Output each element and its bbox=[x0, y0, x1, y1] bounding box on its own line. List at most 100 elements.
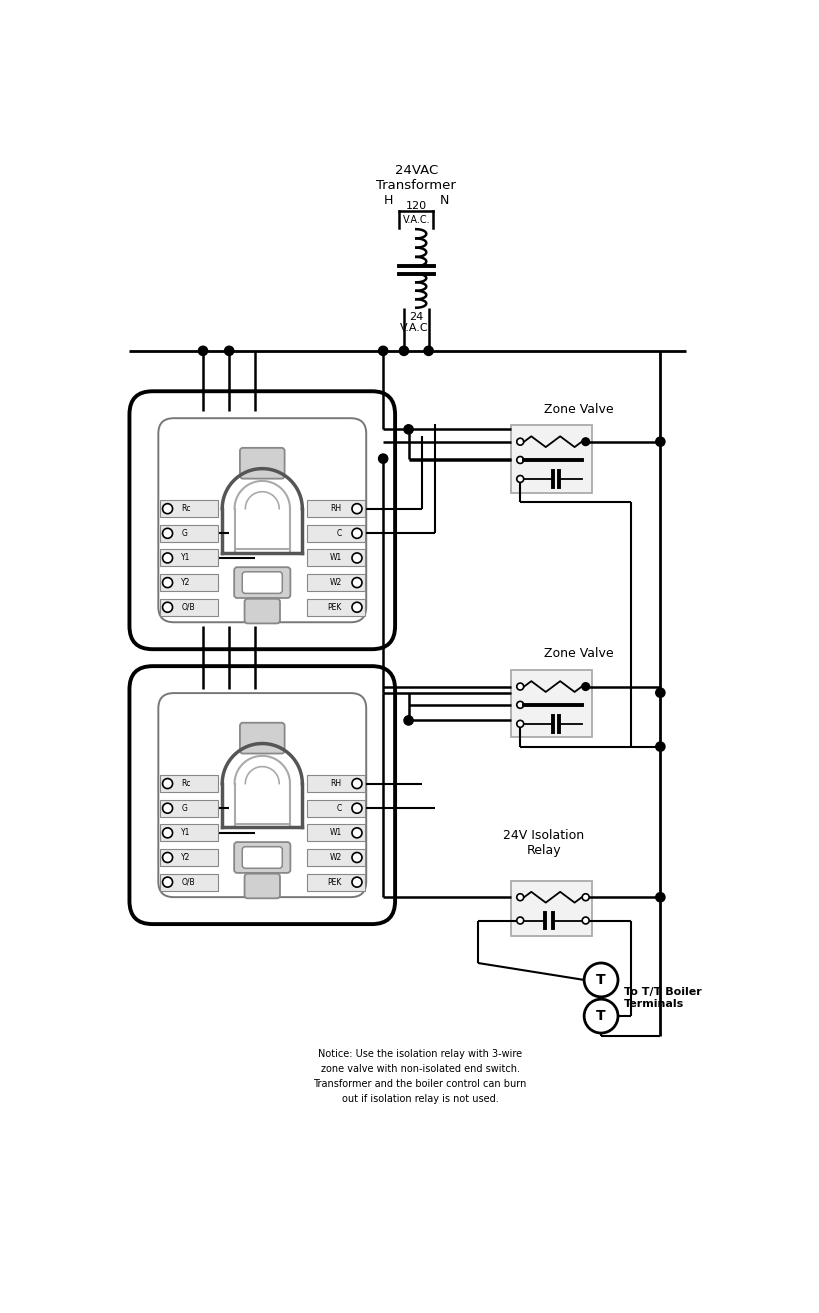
Circle shape bbox=[162, 779, 173, 789]
Bar bbox=[307, 525, 364, 542]
Text: To T/T Boiler
Terminals: To T/T Boiler Terminals bbox=[624, 987, 702, 1008]
Circle shape bbox=[517, 894, 523, 901]
FancyBboxPatch shape bbox=[245, 599, 280, 624]
Bar bbox=[307, 500, 364, 517]
Circle shape bbox=[581, 683, 590, 691]
Circle shape bbox=[517, 683, 523, 691]
Text: G: G bbox=[182, 529, 188, 538]
Text: N: N bbox=[439, 194, 449, 207]
Circle shape bbox=[352, 852, 362, 863]
Circle shape bbox=[162, 852, 173, 863]
Circle shape bbox=[162, 528, 173, 538]
FancyBboxPatch shape bbox=[240, 448, 285, 479]
Text: W1: W1 bbox=[329, 829, 342, 838]
FancyBboxPatch shape bbox=[242, 572, 283, 593]
Text: Y2: Y2 bbox=[182, 578, 191, 587]
Circle shape bbox=[198, 347, 207, 356]
Circle shape bbox=[352, 779, 362, 789]
Circle shape bbox=[581, 437, 590, 445]
Bar bbox=[160, 850, 218, 867]
Circle shape bbox=[352, 553, 362, 563]
Circle shape bbox=[656, 688, 665, 697]
Bar bbox=[307, 599, 364, 616]
Circle shape bbox=[517, 701, 523, 708]
Circle shape bbox=[162, 603, 173, 612]
Circle shape bbox=[162, 578, 173, 588]
Text: Notice: Use the isolation relay with 3-wire
zone valve with non-isolated end swi: Notice: Use the isolation relay with 3-w… bbox=[314, 1049, 527, 1104]
Bar bbox=[307, 873, 364, 890]
Circle shape bbox=[582, 916, 589, 924]
Bar bbox=[307, 574, 364, 591]
Circle shape bbox=[656, 437, 665, 446]
Circle shape bbox=[584, 962, 618, 997]
Circle shape bbox=[404, 716, 414, 725]
Circle shape bbox=[352, 804, 362, 813]
Bar bbox=[160, 549, 218, 566]
Text: 24V Isolation
Relay: 24V Isolation Relay bbox=[503, 830, 584, 857]
Circle shape bbox=[162, 504, 173, 513]
Text: T: T bbox=[596, 1010, 606, 1023]
Bar bbox=[307, 850, 364, 867]
Text: PEK: PEK bbox=[328, 877, 342, 886]
Bar bbox=[307, 549, 364, 566]
Circle shape bbox=[582, 894, 589, 901]
FancyBboxPatch shape bbox=[234, 842, 291, 873]
Text: G: G bbox=[182, 804, 188, 813]
Text: 24VAC
Transformer: 24VAC Transformer bbox=[377, 164, 456, 192]
Circle shape bbox=[517, 457, 523, 463]
Text: H: H bbox=[384, 194, 393, 207]
Circle shape bbox=[656, 742, 665, 751]
Text: Zone Valve: Zone Valve bbox=[544, 647, 613, 660]
Circle shape bbox=[162, 553, 173, 563]
Bar bbox=[160, 873, 218, 890]
FancyBboxPatch shape bbox=[242, 847, 283, 868]
Text: PEK: PEK bbox=[328, 603, 342, 612]
Bar bbox=[307, 800, 364, 817]
Circle shape bbox=[517, 439, 523, 445]
Text: 120: 120 bbox=[405, 201, 427, 211]
Text: Rc: Rc bbox=[182, 779, 191, 788]
Text: Y1: Y1 bbox=[182, 554, 191, 562]
Text: W2: W2 bbox=[329, 578, 342, 587]
Bar bbox=[160, 500, 218, 517]
Text: RH: RH bbox=[330, 504, 342, 513]
Text: W1: W1 bbox=[329, 554, 342, 562]
Circle shape bbox=[162, 827, 173, 838]
Circle shape bbox=[517, 916, 523, 924]
Text: Y1: Y1 bbox=[182, 829, 191, 838]
Bar bbox=[160, 599, 218, 616]
Bar bbox=[160, 800, 218, 817]
Circle shape bbox=[224, 347, 233, 356]
Circle shape bbox=[352, 877, 362, 888]
Bar bbox=[511, 881, 592, 936]
Text: Zone Valve: Zone Valve bbox=[544, 403, 613, 415]
Text: V.A.C.: V.A.C. bbox=[402, 215, 430, 225]
Circle shape bbox=[162, 804, 173, 813]
Bar bbox=[160, 775, 218, 792]
Text: W2: W2 bbox=[329, 853, 342, 863]
Circle shape bbox=[517, 721, 523, 727]
Text: RH: RH bbox=[330, 779, 342, 788]
Circle shape bbox=[584, 999, 618, 1033]
Circle shape bbox=[352, 528, 362, 538]
Text: C: C bbox=[337, 804, 342, 813]
Circle shape bbox=[352, 578, 362, 588]
FancyBboxPatch shape bbox=[234, 567, 291, 597]
Text: Rc: Rc bbox=[182, 504, 191, 513]
Circle shape bbox=[352, 827, 362, 838]
Text: Y2: Y2 bbox=[182, 853, 191, 863]
Text: 24
V.A.C.: 24 V.A.C. bbox=[400, 311, 432, 334]
Circle shape bbox=[352, 504, 362, 513]
Text: T: T bbox=[596, 973, 606, 987]
FancyBboxPatch shape bbox=[245, 873, 280, 898]
FancyBboxPatch shape bbox=[129, 391, 395, 649]
Circle shape bbox=[352, 603, 362, 612]
Circle shape bbox=[404, 424, 414, 435]
Circle shape bbox=[162, 877, 173, 888]
FancyBboxPatch shape bbox=[240, 722, 285, 754]
Bar bbox=[307, 825, 364, 842]
Text: O/B: O/B bbox=[182, 877, 195, 886]
Circle shape bbox=[378, 347, 387, 356]
Circle shape bbox=[517, 475, 523, 482]
Bar bbox=[160, 825, 218, 842]
